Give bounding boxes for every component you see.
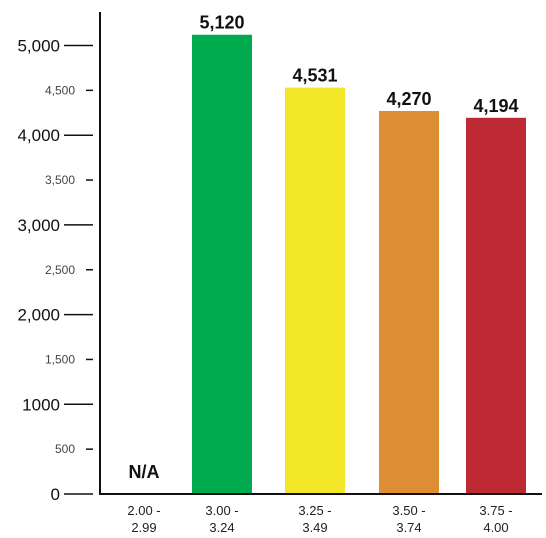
y-tick-label: 5,000 [17,37,60,56]
y-tick-label: 2,000 [17,306,60,325]
bars-group [192,34,526,495]
value-labels-group: N/A 5,120 4,531 4,270 4,194 [129,13,519,482]
bar [466,117,526,494]
bar [285,87,345,494]
value-label: N/A [129,462,160,482]
y-minor-tick-label: 3,500 [45,173,75,187]
y-tick-label: 4,000 [17,126,60,145]
value-label: 4,270 [386,89,431,109]
x-axis: 2.00 - 2.99 3.00 - 3.24 3.25 - 3.49 3.50 - 3.74… [99,493,542,535]
y-axis: 0 1000 2,000 3,000 4,000 5,000 500 1,500 2,500 3,… [17,12,101,504]
x-tick-label-line: 3.49 [302,520,327,535]
x-tick-label: 3.75 - 4.00 [479,503,512,535]
x-tick-label-line: 3.75 - [479,503,512,518]
y-minor-tick-label: 4,500 [45,83,75,97]
bar [379,110,439,494]
x-tick-label: 3.00 - 3.24 [205,503,238,535]
x-tick-label-line: 2.99 [131,520,156,535]
bar [192,34,252,495]
x-tick-label: 3.25 - 3.49 [298,503,331,535]
y-tick-label: 1000 [22,395,60,414]
x-tick-label-line: 3.00 - [205,503,238,518]
value-label: 5,120 [199,13,244,33]
value-label: 4,531 [292,66,337,86]
x-tick-label-line: 2.00 - [127,503,160,518]
y-tick-label: 3,000 [17,216,60,235]
x-tick-label: 3.50 - 3.74 [392,503,425,535]
x-tick-label-line: 3.24 [209,520,234,535]
x-tick-label-line: 4.00 [483,520,508,535]
y-minor-tick-label: 2,500 [45,263,75,277]
x-tick-label-line: 3.50 - [392,503,425,518]
x-tick-label-line: 3.74 [396,520,421,535]
x-tick-label-line: 3.25 - [298,503,331,518]
value-label: 4,194 [473,96,518,116]
x-tick-label: 2.00 - 2.99 [127,503,160,535]
y-minor-tick-label: 500 [55,442,75,456]
y-tick-label: 0 [51,485,60,504]
y-minor-tick-label: 1,500 [45,352,75,366]
